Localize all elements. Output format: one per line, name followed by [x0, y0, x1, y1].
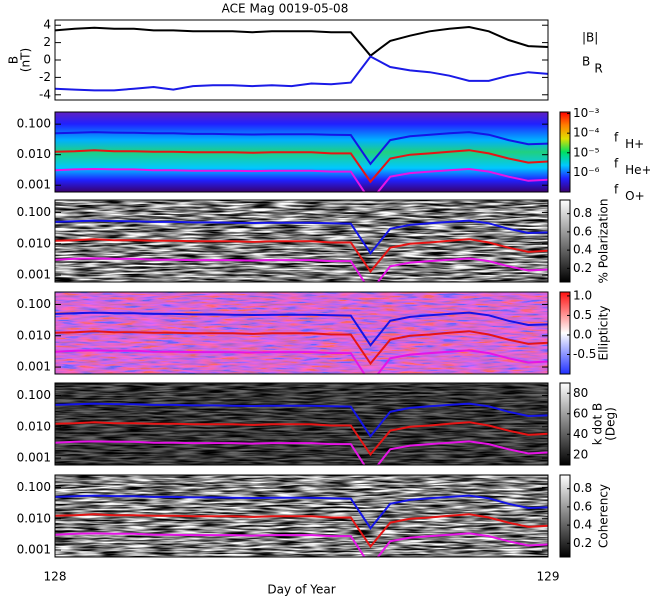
series-line	[55, 311, 548, 347]
y-axis-label: (nT)	[19, 48, 33, 72]
colorbar-tick-label: 0.4	[573, 518, 592, 532]
series-line	[55, 330, 548, 366]
colorbar-tick-label: 0.5	[573, 308, 592, 322]
series-line	[55, 532, 548, 557]
series-line	[55, 257, 548, 282]
colorbar-label: (Deg)	[604, 407, 618, 441]
legend-label: B	[582, 55, 590, 69]
colorbar-tick-label: 1.0	[573, 288, 592, 302]
colorbar	[559, 199, 571, 283]
y-tick-label: 0.100	[17, 205, 51, 219]
colorbar-tick-label: 0.4	[573, 243, 592, 257]
y-tick-label: 0.100	[17, 297, 51, 311]
colorbar-tick-label: 60	[573, 406, 588, 420]
colorbar-tick-label: 10⁻³	[573, 106, 600, 120]
colorbar-tick-label: 0.8	[573, 206, 592, 220]
colorbar	[559, 291, 571, 375]
colorbar-tick-label: 10⁻⁴	[573, 126, 600, 140]
series-line	[55, 421, 548, 457]
y-tick-label: 0.100	[17, 388, 51, 402]
y-tick-label: 2	[43, 35, 51, 49]
series-line	[55, 55, 548, 92]
y-tick-label: 0.001	[17, 178, 51, 192]
legend-label-sub: R	[594, 62, 602, 76]
colorbar-tick-label: 0.0	[573, 327, 592, 341]
y-tick-label: 0.001	[17, 543, 51, 557]
y-tick-label: 0.010	[17, 328, 51, 342]
series-line	[55, 25, 548, 58]
y-tick-label: 4	[43, 18, 51, 32]
legend-label: f	[614, 131, 619, 145]
y-axis-label: B	[7, 56, 21, 64]
y-tick-label: 0.010	[17, 236, 51, 250]
colorbar-tick-label: 0.8	[573, 481, 592, 495]
plot-frame	[54, 474, 549, 558]
series-line	[55, 440, 548, 465]
legend-label: |B|	[582, 31, 598, 45]
colorbar-tick-label: 10⁻⁶	[573, 165, 600, 179]
y-tick-label: 0.001	[17, 360, 51, 374]
colorbar-label: k dot B	[591, 403, 605, 445]
plot-frame	[54, 111, 549, 193]
y-tick-label: 0.010	[17, 419, 51, 433]
colorbar-label: Coherency	[597, 484, 611, 548]
colorbar-label: % Polarization	[597, 199, 611, 284]
y-tick-label: 0.010	[17, 147, 51, 161]
y-tick-label: 0.001	[17, 268, 51, 282]
series-line	[55, 349, 548, 374]
series-line	[55, 494, 548, 530]
series-line	[55, 219, 548, 255]
legend-label: f	[614, 157, 619, 171]
series-line	[55, 238, 548, 274]
colorbar	[559, 111, 571, 193]
series-line	[55, 167, 548, 192]
y-tick-label: 0.001	[17, 451, 51, 465]
colorbar-tick-label: 10⁻⁵	[573, 145, 600, 159]
legend-label-sub: He+	[625, 163, 650, 177]
series-line	[55, 402, 548, 438]
plot-frame	[54, 382, 549, 466]
series-line	[55, 149, 548, 184]
colorbar-tick-label: 0.6	[573, 499, 592, 513]
plot-frame	[54, 199, 549, 283]
y-tick-label: 0.010	[17, 511, 51, 525]
colorbar	[559, 474, 571, 558]
colorbar-tick-label: 0.2	[573, 261, 592, 275]
legend-label-sub: O+	[625, 189, 645, 203]
x-tick-label: 129	[537, 570, 560, 584]
x-axis-label: Day of Year	[267, 583, 335, 597]
colorbar	[559, 382, 571, 466]
y-tick-label: 0	[43, 53, 51, 67]
legend-label: f	[614, 183, 619, 197]
colorbar-tick-label: 20	[573, 447, 588, 461]
colorbar-tick-label: 0.2	[573, 536, 592, 550]
series-line	[55, 513, 548, 549]
colorbar-tick-label: -0.5	[573, 347, 596, 361]
x-tick-label: 128	[44, 570, 67, 584]
series-line	[55, 131, 548, 166]
y-tick-label: 0.100	[17, 480, 51, 494]
y-tick-label: 0.100	[17, 117, 51, 131]
chart-title: ACE Mag 0019-05-08	[222, 2, 349, 16]
y-tick-label: -4	[39, 87, 51, 101]
colorbar-tick-label: 80	[573, 386, 588, 400]
colorbar-tick-label: 40	[573, 427, 588, 441]
colorbar-label: Ellipticity	[597, 306, 611, 361]
legend-label-sub: H+	[625, 137, 644, 151]
plot-frame	[54, 291, 549, 375]
y-tick-label: -2	[39, 70, 51, 84]
colorbar-tick-label: 0.6	[573, 224, 592, 238]
